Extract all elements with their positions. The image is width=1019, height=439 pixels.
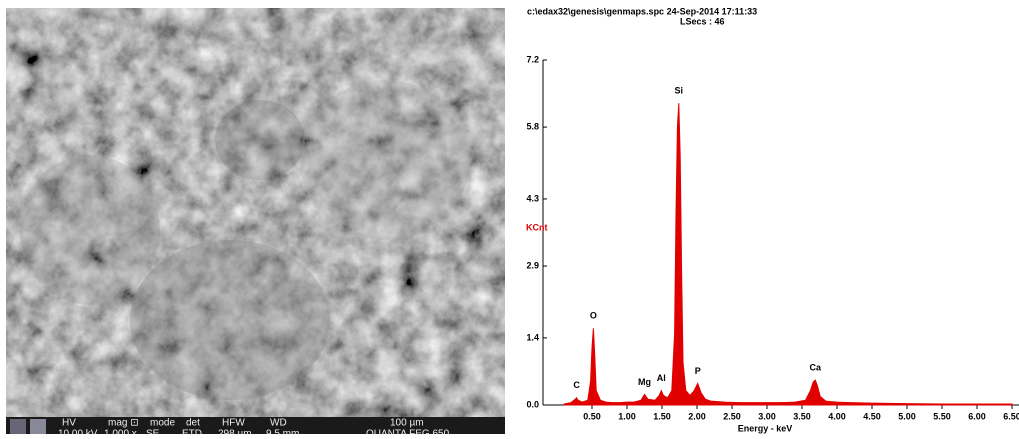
x-tick-label: 5.00 xyxy=(898,411,916,421)
peak-label: Si xyxy=(675,86,684,96)
peak-label: O xyxy=(590,311,597,321)
chart-subtitle: LSecs : 46 xyxy=(680,16,725,26)
info-value: SE xyxy=(146,429,160,434)
info-header: mode xyxy=(150,418,175,429)
info-header: det xyxy=(186,418,200,429)
peak-label: P xyxy=(695,366,701,376)
info-value: 10.00 kV xyxy=(58,429,98,434)
x-tick-label: 4.00 xyxy=(828,411,846,421)
peak-label: Ca xyxy=(810,362,822,372)
x-tick-label: 2.50 xyxy=(723,411,741,421)
x-tick-label: 6.00 xyxy=(968,411,986,421)
y-tick-label: 1.4 xyxy=(526,332,539,342)
y-tick-label: 4.3 xyxy=(526,193,539,203)
x-tick-label: 3.50 xyxy=(793,411,811,421)
info-header: mag ⊡ xyxy=(108,418,139,429)
x-tick-label: 0.50 xyxy=(583,411,601,421)
y-tick-label: 7.2 xyxy=(526,54,539,64)
info-value: 298 µm xyxy=(218,429,252,434)
peak-label: Al xyxy=(657,373,666,383)
x-tick-label: 2.00 xyxy=(688,411,706,421)
spectrum xyxy=(563,103,1013,406)
info-header: WD xyxy=(270,418,287,429)
info-value: 9.5 mm xyxy=(266,429,299,434)
info-header: HV xyxy=(62,418,76,429)
peak-label: C xyxy=(573,380,580,390)
x-tick-label: 1.50 xyxy=(653,411,671,421)
y-axis-label: KCnt xyxy=(526,222,548,232)
y-tick-label: 5.8 xyxy=(526,121,539,131)
x-axis-label: Energy - keV xyxy=(738,423,793,433)
sem-image xyxy=(6,8,505,434)
x-tick-label: 5.50 xyxy=(933,411,951,421)
x-tick-label: 1.00 xyxy=(618,411,636,421)
info-value: 1 000 x xyxy=(104,429,137,434)
info-header: 100 µm xyxy=(390,418,424,429)
x-tick-label: 3.00 xyxy=(758,411,776,421)
chart-title: c:\edax32\genesis\genmaps.spc 24-Sep-201… xyxy=(527,6,757,16)
info-value: ETD xyxy=(182,429,202,434)
peak-label: Mg xyxy=(638,377,651,387)
y-tick-label: 2.9 xyxy=(526,260,539,270)
x-tick-label: 6.50 xyxy=(1003,411,1019,421)
info-value: QUANTA FEG 650 xyxy=(366,429,450,434)
y-tick-label: 0.0 xyxy=(526,399,539,409)
info-header: HFW xyxy=(222,418,245,429)
x-tick-label: 4.50 xyxy=(863,411,881,421)
